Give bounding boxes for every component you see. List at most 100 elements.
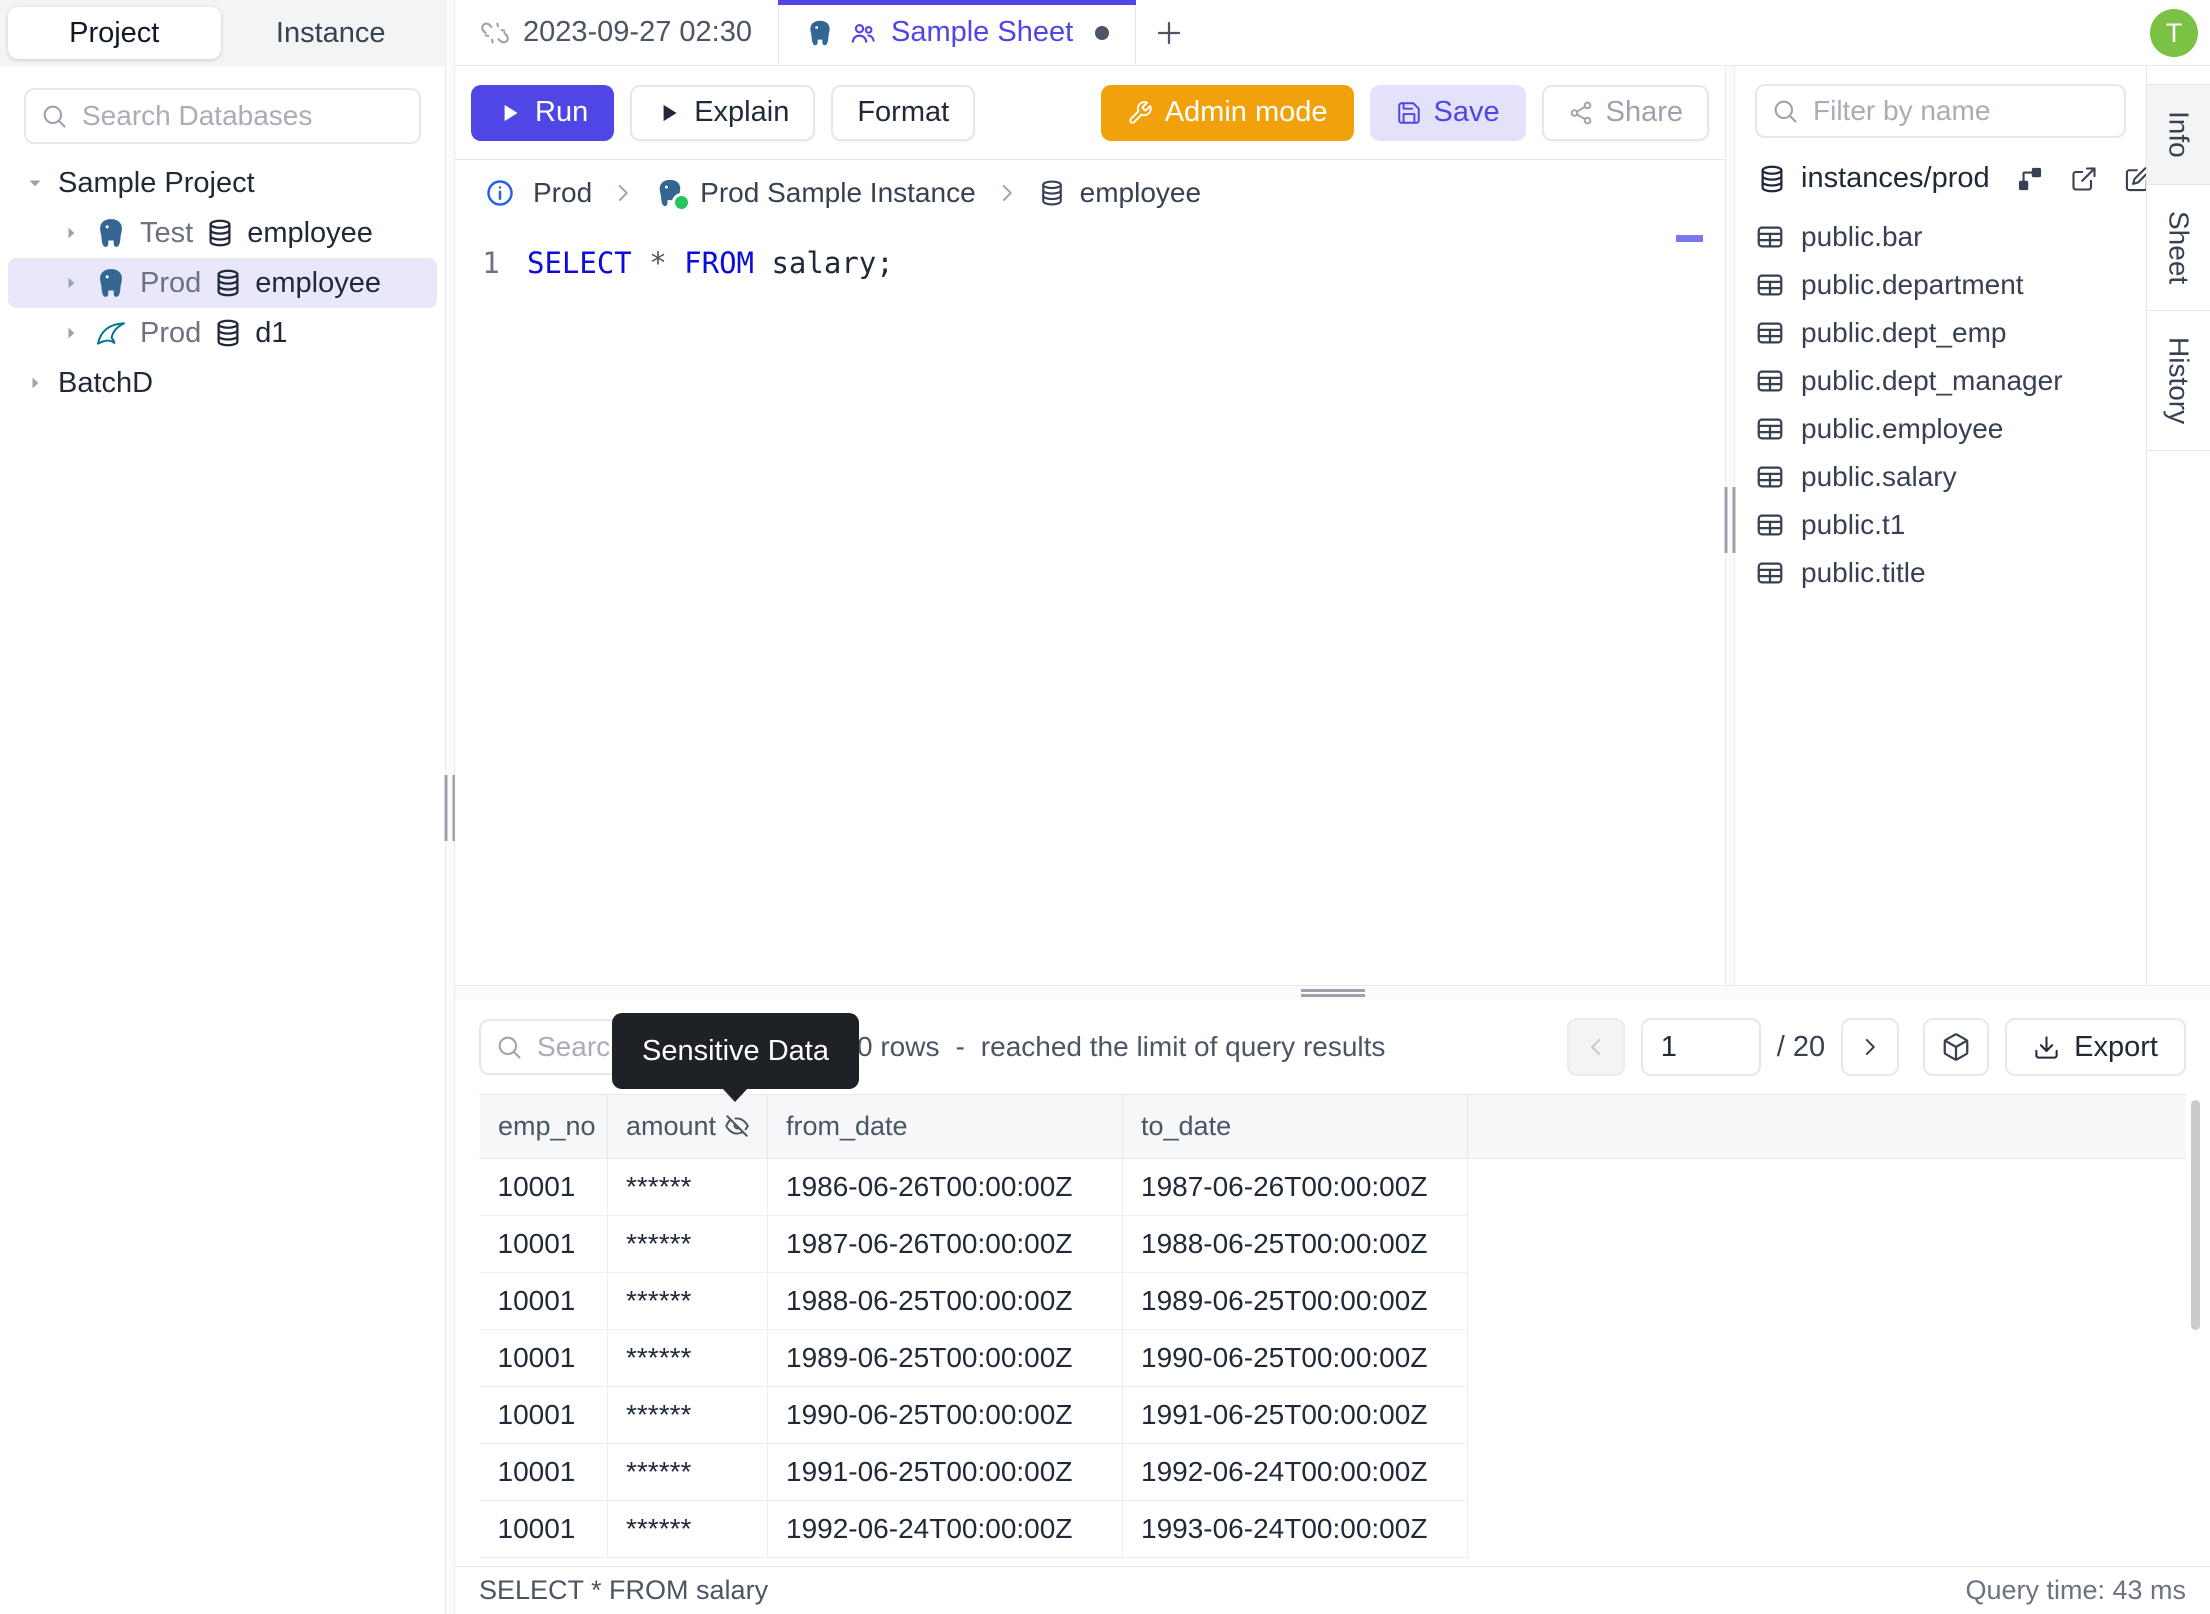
plus-icon — [1154, 18, 1184, 48]
table-list-item[interactable]: public.salary — [1755, 453, 2126, 501]
new-sheet-button[interactable] — [1136, 0, 1202, 65]
results-scrollbar-thumb[interactable] — [2191, 1100, 2200, 1330]
result-cell[interactable]: 1990-06-25T00:00:00Z — [1122, 1329, 1468, 1387]
table-list-item[interactable]: public.employee — [1755, 405, 2126, 453]
result-cell[interactable]: 10001 — [479, 1500, 608, 1558]
prev-page-button[interactable] — [1566, 1018, 1625, 1076]
format-button[interactable]: Format — [831, 84, 976, 141]
table-filter[interactable] — [1755, 84, 2126, 138]
search-icon — [1771, 97, 1799, 125]
external-link-icon[interactable] — [2070, 165, 2098, 193]
result-cell[interactable]: 10001 — [479, 1329, 608, 1387]
result-cell[interactable]: 1989-06-25T00:00:00Z — [767, 1329, 1123, 1387]
result-cell[interactable]: 10001 — [479, 1158, 608, 1216]
admin-mode-button[interactable]: Admin mode — [1100, 84, 1354, 141]
tab-sheet[interactable]: Sheet — [2147, 185, 2210, 311]
result-row: 10001 ****** 1992-06-24T00:00:00Z 1993-06-2… — [479, 1500, 2187, 1558]
tree-database-row[interactable]: Prod employee — [8, 258, 437, 308]
tree-database-row[interactable]: Test employee — [8, 208, 437, 258]
editor-panel-resize-divider[interactable] — [1724, 66, 1736, 985]
result-cell[interactable]: ****** — [607, 1386, 768, 1444]
result-cell[interactable]: 1992-06-24T00:00:00Z — [767, 1500, 1123, 1558]
drag-handle-icon[interactable] — [1724, 487, 1736, 553]
results-resize-divider[interactable] — [455, 985, 2210, 1000]
postgresql-icon — [654, 177, 692, 212]
column-header-from_date[interactable]: from_date — [767, 1094, 1123, 1159]
table-list-item[interactable]: public.dept_manager — [1755, 357, 2126, 405]
export-label: Export — [2074, 1030, 2158, 1063]
sidebar-resize-divider[interactable] — [444, 0, 456, 1614]
tab-history[interactable]: History — [2147, 311, 2210, 451]
result-cell[interactable]: 1988-06-25T00:00:00Z — [767, 1272, 1123, 1330]
tree-database-row[interactable]: Prod d1 — [8, 308, 437, 358]
result-cell[interactable]: ****** — [607, 1215, 768, 1273]
result-cell[interactable]: ****** — [607, 1158, 768, 1216]
result-cell-filler — [1468, 1387, 2187, 1444]
result-cell[interactable]: 1990-06-25T00:00:00Z — [767, 1386, 1123, 1444]
result-cell[interactable]: ****** — [607, 1443, 768, 1501]
breadcrumb-environment[interactable]: Prod — [533, 176, 593, 208]
tab-project[interactable]: Project — [8, 7, 221, 59]
sheet-tab-sample-sheet[interactable]: Sample Sheet — [777, 0, 1137, 65]
column-header-emp_no[interactable]: emp_no — [479, 1094, 608, 1159]
page-number-input[interactable] — [1640, 1018, 1761, 1076]
result-cell[interactable]: ****** — [607, 1329, 768, 1387]
batch-mode-button[interactable] — [1923, 1018, 1990, 1076]
rows-summary: 0 rows - reached the limit of query resu… — [857, 1031, 1385, 1063]
table-icon — [1755, 366, 1785, 396]
tree-project-row[interactable]: Sample Project — [8, 158, 437, 208]
result-cell[interactable]: ****** — [607, 1500, 768, 1558]
project-name: BatchD — [58, 366, 154, 399]
result-cell[interactable]: 1991-06-25T00:00:00Z — [767, 1443, 1123, 1501]
play-icon — [656, 100, 682, 126]
tree-project-row[interactable]: BatchD — [8, 358, 437, 408]
result-cell[interactable]: 1991-06-25T00:00:00Z — [1122, 1386, 1468, 1444]
run-button[interactable]: Run — [471, 84, 615, 141]
table-list-item[interactable]: public.bar — [1755, 213, 2126, 261]
drag-handle-icon[interactable] — [444, 775, 456, 841]
database-search-input[interactable] — [80, 99, 405, 133]
database-search[interactable] — [24, 88, 421, 144]
info-icon[interactable] — [485, 178, 515, 208]
result-cell[interactable]: 10001 — [479, 1386, 608, 1444]
environment-label: Test — [140, 216, 194, 249]
save-button[interactable]: Save — [1369, 84, 1526, 141]
result-cell[interactable]: 10001 — [479, 1215, 608, 1273]
table-filter-input[interactable] — [1811, 94, 2110, 128]
tab-info[interactable]: Info — [2147, 84, 2210, 185]
mysql-icon — [94, 316, 128, 350]
table-list-item[interactable]: public.dept_emp — [1755, 309, 2126, 357]
result-cell[interactable]: ****** — [607, 1272, 768, 1330]
tab-instance[interactable]: Instance — [275, 16, 386, 49]
user-avatar[interactable]: T — [2150, 9, 2198, 57]
share-button[interactable]: Share — [1541, 84, 1709, 141]
sql-editor[interactable]: 1 SELECT * FROM salary; — [455, 225, 1725, 985]
table-list-item[interactable]: public.title — [1755, 549, 2126, 597]
table-list-item[interactable]: public.department — [1755, 261, 2126, 309]
result-cell[interactable]: 1988-06-25T00:00:00Z — [1122, 1215, 1468, 1273]
result-row: 10001 ****** 1990-06-25T00:00:00Z 1991-06-2… — [479, 1386, 2187, 1444]
explain-button[interactable]: Explain — [630, 84, 816, 141]
result-cell[interactable]: 1986-06-26T00:00:00Z — [767, 1158, 1123, 1216]
drag-handle-icon[interactable] — [1300, 987, 1365, 999]
result-cell[interactable]: 1987-06-26T00:00:00Z — [767, 1215, 1123, 1273]
column-header-amount[interactable]: amount — [607, 1094, 768, 1159]
sheet-tab-unsaved[interactable]: 2023-09-27 02:30 — [455, 0, 779, 65]
sheet-tab-bar: 2023-09-27 02:30 Sample Sheet T — [455, 0, 2210, 66]
sheet-tab-label: 2023-09-27 02:30 — [523, 16, 752, 48]
schema-diagram-icon[interactable] — [2016, 165, 2044, 193]
result-cell[interactable]: 1993-06-24T00:00:00Z — [1122, 1500, 1468, 1558]
result-cell[interactable]: 10001 — [479, 1443, 608, 1501]
table-list-item[interactable]: public.t1 — [1755, 501, 2126, 549]
result-cell[interactable]: 10001 — [479, 1272, 608, 1330]
breadcrumb-database[interactable]: employee — [1038, 177, 1201, 209]
export-button[interactable]: Export — [2005, 1018, 2186, 1076]
result-row: 10001 ****** 1989-06-25T00:00:00Z 1990-06-2… — [479, 1329, 2187, 1387]
next-page-button[interactable] — [1841, 1018, 1900, 1076]
result-cell[interactable]: 1989-06-25T00:00:00Z — [1122, 1272, 1468, 1330]
result-cell[interactable]: 1992-06-24T00:00:00Z — [1122, 1443, 1468, 1501]
breadcrumb-instance[interactable]: Prod Sample Instance — [654, 177, 976, 212]
column-header-to_date[interactable]: to_date — [1122, 1094, 1468, 1159]
result-row: 10001 ****** 1986-06-26T00:00:00Z 1987-06-2… — [479, 1158, 2187, 1216]
result-cell[interactable]: 1987-06-26T00:00:00Z — [1122, 1158, 1468, 1216]
